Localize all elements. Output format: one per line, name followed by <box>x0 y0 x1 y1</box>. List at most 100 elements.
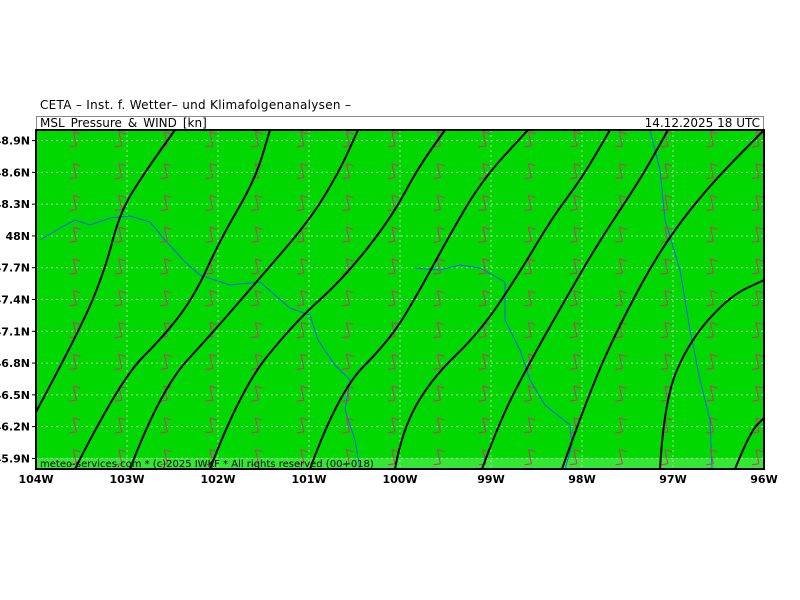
wind-barb <box>478 131 491 148</box>
wind-barb <box>478 258 491 275</box>
wind-barb <box>296 290 309 307</box>
wind-barb <box>478 290 491 307</box>
isobar <box>659 279 765 470</box>
wind-barb <box>387 163 400 180</box>
wind-barb <box>69 131 81 148</box>
wind-barb <box>569 163 582 180</box>
wind-barb <box>114 226 127 243</box>
wind-barb <box>751 353 764 370</box>
wind-barb <box>387 226 400 243</box>
wind-barb <box>706 353 718 370</box>
wind-barb <box>114 163 127 180</box>
wind-barb <box>251 322 263 339</box>
wind-barb <box>524 163 536 180</box>
wind-barb <box>615 258 627 275</box>
wind-barb <box>524 290 536 307</box>
wind-barb <box>342 353 354 370</box>
wind-barb <box>342 194 354 211</box>
wind-barb <box>205 385 218 402</box>
wind-barb <box>387 131 400 148</box>
wind-barb <box>433 290 445 307</box>
lon-label: 96W <box>750 473 777 486</box>
wind-barb <box>751 163 764 180</box>
wind-barb <box>706 290 718 307</box>
wind-barb <box>205 290 218 307</box>
wind-barb <box>342 322 354 339</box>
wind-barb <box>69 353 81 370</box>
wind-barb <box>69 385 81 402</box>
wind-barb <box>205 163 218 180</box>
wind-barb <box>433 258 445 275</box>
wind-barb <box>296 131 309 148</box>
lon-label: 104W <box>18 473 53 486</box>
wind-barb <box>660 194 673 211</box>
wind-barb <box>69 226 81 243</box>
wind-barb <box>706 131 718 148</box>
wind-barb <box>660 290 673 307</box>
rivers <box>39 129 713 470</box>
wind-barb <box>660 258 673 275</box>
wind-barb <box>524 385 536 402</box>
wind-barb <box>433 163 445 180</box>
wind-barb <box>251 385 263 402</box>
isobars <box>35 129 765 470</box>
wind-barb <box>387 353 400 370</box>
wind-barb <box>569 322 582 339</box>
page-title: CETA – Inst. f. Wetter– und Klimafolgena… <box>40 98 352 112</box>
wind-barb <box>296 417 309 434</box>
wind-barb <box>433 385 445 402</box>
wind-barb <box>160 194 172 211</box>
wind-barb <box>569 385 582 402</box>
wind-barb <box>615 449 627 466</box>
lon-label: 99W <box>477 473 504 486</box>
wind-barb <box>751 290 764 307</box>
isobar <box>209 129 446 470</box>
wind-barb <box>706 226 718 243</box>
wind-barb <box>69 417 81 434</box>
wind-barb <box>478 385 491 402</box>
wind-barb <box>524 322 536 339</box>
wind-barb <box>706 385 718 402</box>
wind-barb <box>160 226 172 243</box>
lon-label: 103W <box>109 473 144 486</box>
wind-barb <box>706 258 718 275</box>
wind-barb <box>524 449 536 466</box>
axis-labels: 48.9N 48.6N 48.3N 48N 47.7N 47.4N 47.1N 46.8N 46… <box>0 135 778 486</box>
wind-barb <box>751 194 764 211</box>
wind-barb <box>706 417 718 434</box>
graticule <box>35 130 765 469</box>
wind-barb <box>706 322 718 339</box>
lat-label: 48.9N <box>0 135 30 148</box>
wind-barb <box>569 131 582 148</box>
wind-barb <box>387 290 400 307</box>
wind-barb <box>615 290 627 307</box>
wind-barb <box>296 194 309 211</box>
copyright: meteo-services.com * (c)2025 IWKF * All … <box>40 459 374 470</box>
wind-barb <box>524 226 536 243</box>
wind-barb <box>160 258 172 275</box>
wind-barb <box>433 353 445 370</box>
wind-barb <box>387 417 400 434</box>
isobar <box>74 129 271 470</box>
wind-barb <box>569 226 582 243</box>
wind-barb <box>114 194 127 211</box>
wind-barb <box>524 417 536 434</box>
wind-barb <box>569 449 582 466</box>
wind-barb <box>524 258 536 275</box>
wind-barb <box>706 449 718 466</box>
wind-barb <box>751 449 764 466</box>
lon-label: 97W <box>659 473 686 486</box>
lon-label: 100W <box>382 473 417 486</box>
wind-barb <box>342 226 354 243</box>
lat-label: 47.4N <box>0 294 30 307</box>
lat-label: 47.1N <box>0 325 30 338</box>
wind-barb <box>433 417 445 434</box>
isobar <box>481 129 669 470</box>
wind-barb <box>751 322 764 339</box>
wind-barb <box>569 258 582 275</box>
wind-barb <box>569 194 582 211</box>
wind-barb <box>69 449 81 466</box>
lat-label: 47.7N <box>0 262 30 275</box>
isobar <box>394 129 611 470</box>
wind-barb <box>342 163 354 180</box>
